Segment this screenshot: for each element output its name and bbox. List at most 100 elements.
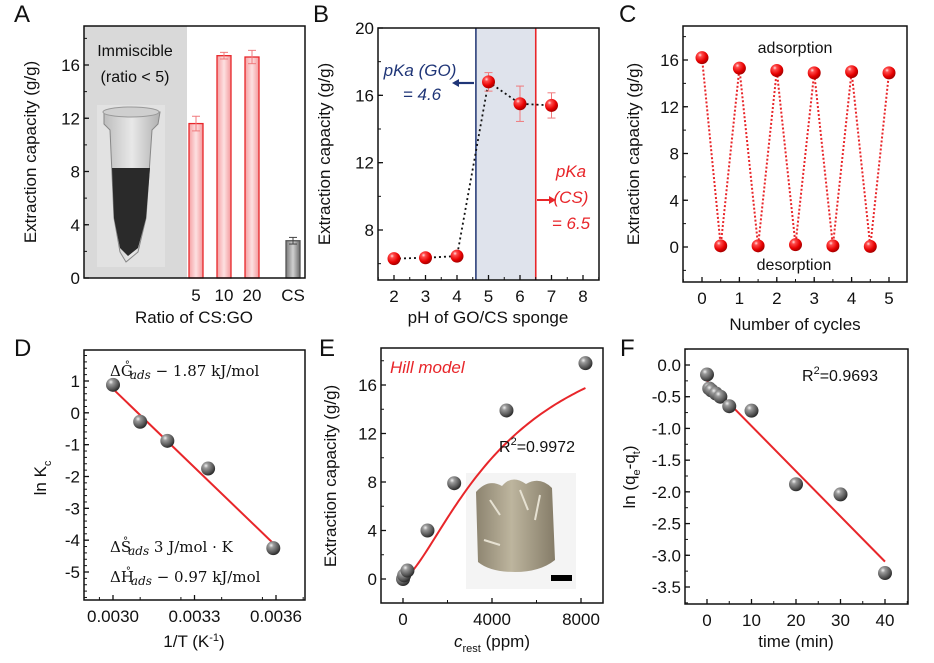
x-tick-label: 0 [702,611,711,630]
data-point [714,239,728,253]
y-tick-label: 0 [670,238,679,257]
panel-a: A Immiscible (ratio < 5) 0 4 8 12 16 5 10 20 CS… [14,1,306,327]
data-point [770,64,784,78]
panel-label-a: A [14,1,30,28]
data-point [700,367,714,382]
data-point [266,541,281,556]
data-point [863,239,877,253]
x-axis-title-c: Number of cycles [729,315,860,334]
data-point [807,66,821,80]
y-tick-label: 1 [71,372,80,391]
fit-line [706,380,886,563]
y-tick-label: -2.5 [652,515,681,534]
x-tick-label: 8000 [562,610,600,629]
thermo-annotation: ΔH°ads − 0.97 kJ/mol [110,566,261,588]
y-tick-label: -3.0 [652,546,681,565]
x-tick-label: 6 [515,287,524,306]
desorption-label: desorption [757,257,832,274]
x-axis-title-e: crest (ppm) [454,632,530,655]
data-point [513,97,527,111]
y-axis-title-c: Extraction capacity (g/g) [624,63,643,245]
x-axis-title-f: time (min) [758,632,834,651]
adsorption-label: adsorption [758,40,833,57]
data-point [419,251,432,265]
pka-go-label: pKa (GO) [383,61,457,80]
data-point [450,249,464,263]
data-point [545,98,558,112]
y-tick-label: -1.0 [652,419,681,438]
x-tick-label: 10 [742,611,761,630]
thermo-annotation: ΔS°ads 3 J/mol · K [110,536,234,558]
data-point [833,487,848,502]
thermo-annotation: ΔG°ads − 1.87 kJ/mol [110,360,260,382]
x-axis-title-b: pH of GO/CS sponge [408,308,569,327]
plot-frame-a [83,25,306,279]
x-tick-label: 5 [884,289,893,308]
y-tick-label: -3.5 [652,578,681,597]
y-axis-title-b: Extraction capacity (g/g) [315,63,334,245]
y-tick-label: 8 [670,145,679,164]
bar-CS [285,240,301,279]
y-tick-label: 16 [660,51,679,70]
panel-label-b: B [313,1,329,28]
y-tick-label: 12 [660,98,679,117]
x-tick-label: CS [281,286,305,305]
data-point [201,461,216,476]
x-tick-label: 0 [398,610,407,629]
panel-d: D -5 -4 -3 -2 -1 0 1 0.0030 0.0033 0.0036 ΔG°ads… [14,335,306,651]
y-tick-label: 12 [61,109,80,128]
panel-label-e: E [319,335,335,362]
y-tick-label: 0 [71,269,80,288]
data-point [732,61,746,75]
pka-cs-sublabel: (CS) [554,188,589,207]
panel-b: B 8 12 16 20 2 3 4 5 6 7 8 pKa (GO) = 4.6 pKa (CS… [313,1,600,327]
data-point [744,403,759,418]
fit-line [112,388,274,545]
x-tick-label: 0.0030 [87,607,139,626]
data-point [845,65,859,79]
x-tick-label: 20 [243,286,262,305]
y-tick-label: 8 [368,473,377,492]
data-point [400,563,415,578]
pka-go-value: = 4.6 [403,85,442,104]
y-tick-label: 12 [358,425,377,444]
y-tick-label: 0.0 [657,356,681,375]
y-tick-label: 16 [355,86,374,105]
x-axis-title-a: Ratio of CS:GO [135,308,253,327]
y-axis-title-e: Extraction capacity (g/g) [321,385,340,567]
y-tick-label: -3 [65,499,80,518]
data-point [499,403,514,418]
data-point [751,239,765,253]
y-tick-label: 20 [355,19,374,38]
x-tick-label: 8 [578,287,587,306]
data-point [106,377,120,392]
data-point [878,566,892,581]
data-point [789,477,803,492]
y-tick-label: -1 [65,436,80,455]
vial-photo-inset [97,105,165,267]
y-axis-title-a: Extraction capacity (g/g) [21,61,40,243]
x-tick-label: 0 [697,289,706,308]
y-tick-label: 4 [368,522,377,541]
panel-label-d: D [14,335,31,362]
data-point [447,476,462,491]
y-axis-title-d: ln Kc [31,460,54,495]
scale-bar [551,575,572,581]
y-tick-label: -2.0 [652,483,681,502]
data-point [133,414,148,429]
x-tick-label: 7 [547,287,556,306]
pka-go-annotation: pKa (GO) = 4.6 [383,61,474,104]
y-tick-label: -1.5 [652,451,681,470]
y-tick-label: 8 [71,163,80,182]
panel-label-f: F [620,335,635,362]
x-tick-label: 5 [484,287,493,306]
y-tick-label: 4 [670,191,679,210]
x-tick-label: 3 [421,287,430,306]
x-tick-label: 30 [831,611,850,630]
data-point [482,75,495,89]
data-point [420,523,435,538]
y-axis-title-f: ln (qe-qt) [620,445,643,508]
x-axis-title-d: 1/T (K-1) [163,632,224,651]
